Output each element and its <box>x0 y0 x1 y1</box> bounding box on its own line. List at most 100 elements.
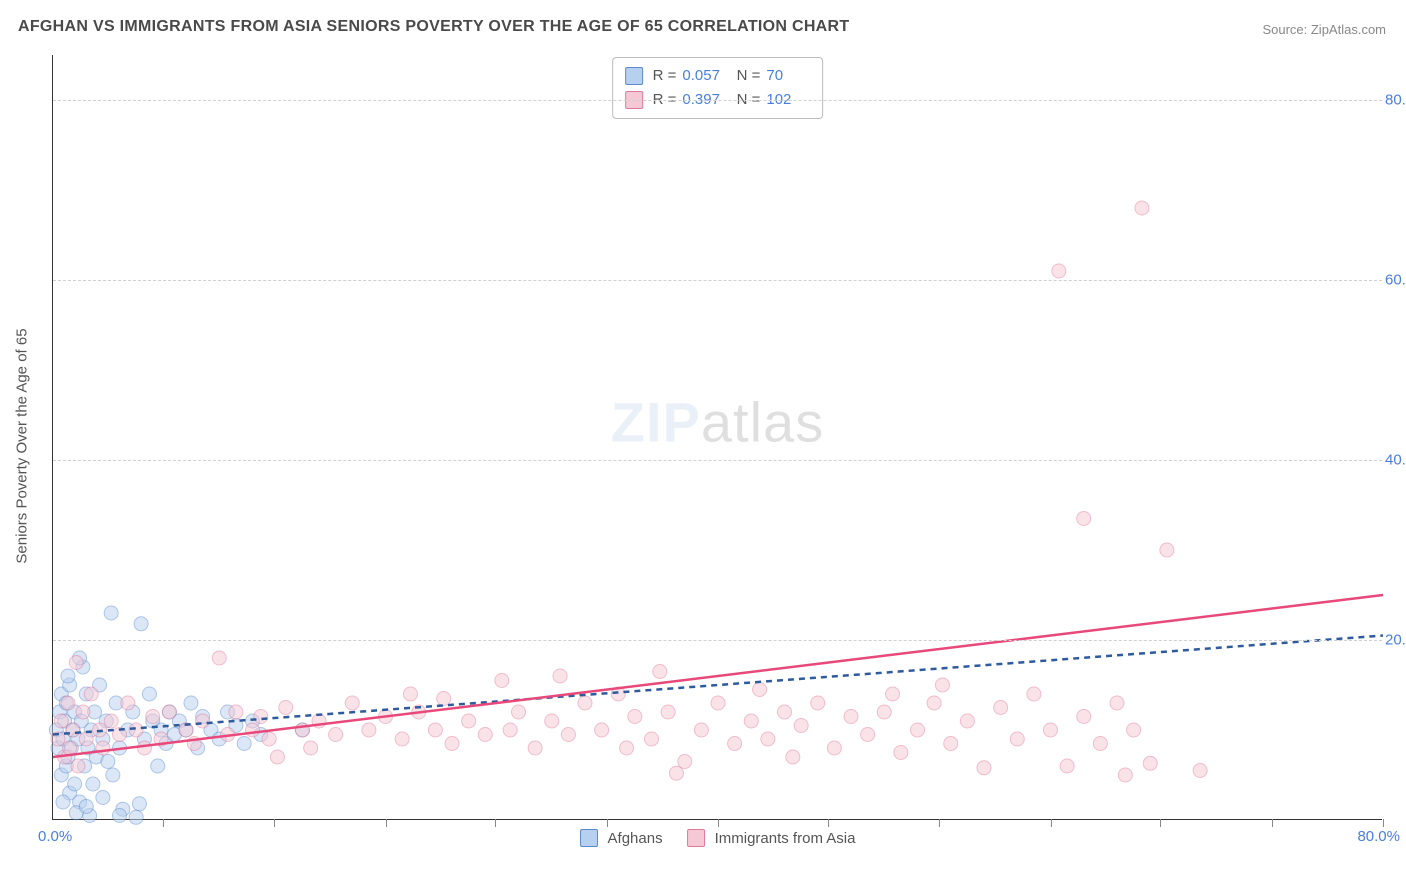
scatter-point <box>146 710 160 724</box>
scatter-point <box>101 755 115 769</box>
scatter-point <box>113 809 127 823</box>
scatter-point <box>503 723 517 737</box>
gridline-h <box>53 100 1382 101</box>
scatter-point <box>794 719 808 733</box>
scatter-point <box>69 656 83 670</box>
gridline-h <box>53 460 1382 461</box>
scatter-point <box>661 705 675 719</box>
x-tick <box>274 819 275 827</box>
x-tick <box>1160 819 1161 827</box>
x-tick <box>1383 819 1384 827</box>
x-max-label: 80.0% <box>1357 828 1400 845</box>
scatter-point <box>1077 512 1091 526</box>
chart-title: AFGHAN VS IMMIGRANTS FROM ASIA SENIORS P… <box>18 18 849 36</box>
scatter-point <box>1010 732 1024 746</box>
scatter-point <box>761 732 775 746</box>
correlation-chart: AFGHAN VS IMMIGRANTS FROM ASIA SENIORS P… <box>0 0 1406 892</box>
scatter-point <box>262 732 276 746</box>
scatter-point <box>1143 756 1157 770</box>
scatter-point <box>86 777 100 791</box>
scatter-point <box>134 617 148 631</box>
x-tick <box>1272 819 1273 827</box>
x-tick <box>718 819 719 827</box>
scatter-point <box>545 714 559 728</box>
x-tick <box>386 819 387 827</box>
scatter-point <box>137 741 151 755</box>
scatter-point <box>886 687 900 701</box>
plot-svg <box>53 55 1382 819</box>
scatter-point <box>877 705 891 719</box>
scatter-point <box>512 705 526 719</box>
scatter-point <box>79 800 93 814</box>
scatter-point <box>54 714 68 728</box>
scatter-point <box>129 810 143 824</box>
scatter-point <box>437 692 451 706</box>
scatter-point <box>96 791 110 805</box>
legend-swatch <box>580 829 598 847</box>
x-tick <box>163 819 164 827</box>
scatter-point <box>935 678 949 692</box>
scatter-point <box>106 768 120 782</box>
scatter-point <box>162 705 176 719</box>
scatter-point <box>329 728 343 742</box>
scatter-point <box>827 741 841 755</box>
scatter-point <box>927 696 941 710</box>
x-origin-label: 0.0% <box>38 828 72 845</box>
scatter-point <box>151 759 165 773</box>
scatter-point <box>345 696 359 710</box>
scatter-point <box>63 741 77 755</box>
scatter-point <box>237 737 251 751</box>
scatter-point <box>595 723 609 737</box>
legend-item: Immigrants from Asia <box>687 829 856 847</box>
scatter-point <box>395 732 409 746</box>
scatter-point <box>786 750 800 764</box>
scatter-point <box>1044 723 1058 737</box>
x-tick <box>495 819 496 827</box>
scatter-point <box>844 710 858 724</box>
scatter-point <box>495 674 509 688</box>
scatter-point <box>678 755 692 769</box>
scatter-point <box>362 723 376 737</box>
legend-label: Afghans <box>608 830 663 847</box>
scatter-point <box>129 723 143 737</box>
scatter-point <box>753 683 767 697</box>
scatter-point <box>270 750 284 764</box>
y-tick-label: 60.0% <box>1385 272 1406 289</box>
y-tick-label: 80.0% <box>1385 92 1406 109</box>
scatter-point <box>403 687 417 701</box>
scatter-point <box>96 741 110 755</box>
x-tick <box>828 819 829 827</box>
scatter-point <box>1052 264 1066 278</box>
scatter-point <box>428 723 442 737</box>
scatter-point <box>620 741 634 755</box>
scatter-point <box>811 696 825 710</box>
scatter-point <box>653 665 667 679</box>
scatter-point <box>229 705 243 719</box>
scatter-point <box>1110 696 1124 710</box>
scatter-point <box>861 728 875 742</box>
scatter-point <box>977 761 991 775</box>
scatter-point <box>553 669 567 683</box>
scatter-point <box>304 741 318 755</box>
scatter-point <box>132 797 146 811</box>
scatter-point <box>744 714 758 728</box>
scatter-point <box>911 723 925 737</box>
legend-item: Afghans <box>580 829 663 847</box>
scatter-point <box>254 710 268 724</box>
gridline-h <box>53 280 1382 281</box>
legend-label: Immigrants from Asia <box>715 830 856 847</box>
scatter-point <box>1127 723 1141 737</box>
scatter-point <box>1118 768 1132 782</box>
scatter-point <box>104 606 118 620</box>
scatter-point <box>445 737 459 751</box>
scatter-point <box>61 696 75 710</box>
x-tick <box>939 819 940 827</box>
scatter-point <box>728 737 742 751</box>
trend-line <box>53 595 1383 757</box>
scatter-point <box>1193 764 1207 778</box>
scatter-point <box>56 795 70 809</box>
scatter-point <box>84 687 98 701</box>
scatter-point <box>711 696 725 710</box>
y-tick-label: 40.0% <box>1385 452 1406 469</box>
scatter-point <box>61 669 75 683</box>
